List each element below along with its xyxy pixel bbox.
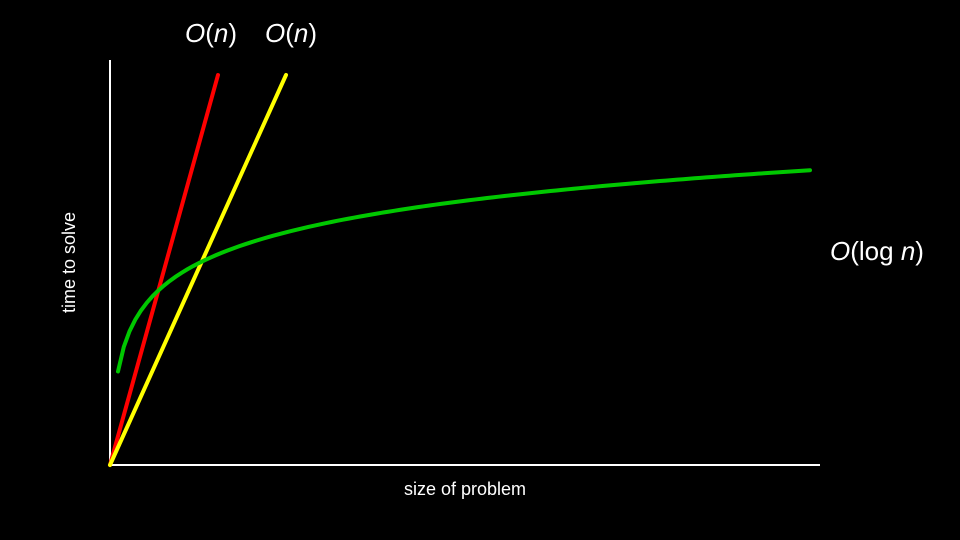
- green_log-label: O(log n): [830, 236, 924, 266]
- x-axis-label: size of problem: [404, 479, 526, 499]
- y-axis-label: time to solve: [59, 212, 79, 313]
- complexity-chart: size of problem time to solve O(n) O(n) O(lo…: [0, 0, 960, 540]
- yellow_linear-label: O(n): [265, 18, 317, 48]
- red_linear-label: O(n): [185, 18, 237, 48]
